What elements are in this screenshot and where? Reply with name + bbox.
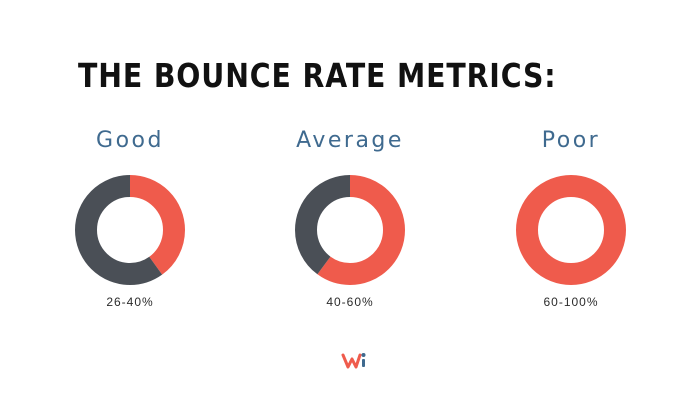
- range-label-poor: 60-100%: [543, 295, 599, 309]
- range-label-average: 40-60%: [326, 295, 374, 309]
- metric-label-average: Average: [296, 128, 404, 153]
- donut-slice-poor-0: [516, 175, 626, 285]
- metric-label-good: Good: [96, 128, 164, 153]
- page-title: THE BOUNCE RATE METRICS:: [78, 56, 557, 95]
- range-label-good: 26-40%: [106, 295, 154, 309]
- donut-slice-good-1: [75, 175, 185, 285]
- brand-logo-icon: [341, 353, 366, 369]
- donut-chart-average: [295, 175, 405, 285]
- donut-slice-average-1: [295, 175, 405, 285]
- donut-chart-good: [75, 175, 185, 285]
- donut-chart-poor: [516, 175, 626, 285]
- metric-label-poor: Poor: [541, 128, 601, 153]
